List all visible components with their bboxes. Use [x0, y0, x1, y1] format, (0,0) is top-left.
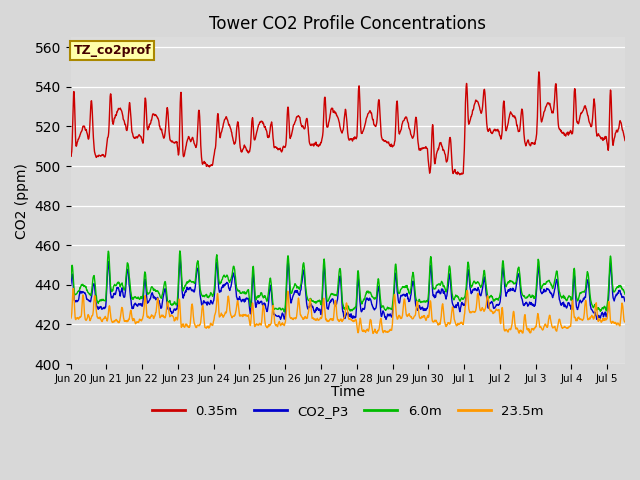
23.5m	[167, 312, 175, 318]
23.5m	[278, 322, 285, 327]
0.35m	[456, 172, 464, 178]
6.0m	[176, 248, 184, 254]
6.0m	[548, 285, 556, 290]
X-axis label: Time: Time	[331, 385, 365, 399]
CO2_P3	[548, 294, 556, 300]
6.0m	[278, 307, 285, 312]
CO2_P3	[177, 268, 185, 274]
CO2_P3	[176, 255, 184, 261]
0.35m	[227, 126, 234, 132]
6.0m	[487, 293, 495, 299]
Line: 0.35m: 0.35m	[70, 72, 625, 175]
Line: 23.5m: 23.5m	[70, 288, 625, 334]
CO2_P3	[382, 316, 390, 322]
23.5m	[548, 324, 556, 330]
0.35m	[277, 148, 285, 154]
23.5m	[369, 331, 377, 336]
Text: TZ_co2prof: TZ_co2prof	[74, 44, 151, 57]
23.5m	[487, 308, 495, 314]
Legend: 0.35m, CO2_P3, 6.0m, 23.5m: 0.35m, CO2_P3, 6.0m, 23.5m	[147, 399, 549, 423]
23.5m	[177, 321, 185, 327]
6.0m	[227, 276, 235, 282]
0.35m	[177, 92, 184, 97]
0.35m	[548, 109, 556, 115]
Y-axis label: CO2 (ppm): CO2 (ppm)	[15, 163, 29, 239]
6.0m	[166, 299, 174, 305]
6.0m	[67, 276, 74, 282]
23.5m	[227, 312, 235, 318]
0.35m	[621, 138, 629, 144]
Line: CO2_P3: CO2_P3	[70, 258, 625, 319]
CO2_P3	[67, 282, 74, 288]
CO2_P3	[487, 300, 495, 306]
6.0m	[280, 309, 288, 315]
23.5m	[67, 316, 74, 322]
6.0m	[177, 261, 185, 267]
0.35m	[486, 128, 494, 133]
0.35m	[166, 137, 174, 143]
CO2_P3	[227, 284, 235, 289]
23.5m	[69, 286, 77, 291]
CO2_P3	[166, 307, 174, 312]
0.35m	[67, 152, 74, 158]
6.0m	[621, 291, 629, 297]
0.35m	[535, 69, 543, 75]
Line: 6.0m: 6.0m	[70, 251, 625, 312]
CO2_P3	[621, 299, 629, 304]
CO2_P3	[278, 314, 285, 320]
Title: Tower CO2 Profile Concentrations: Tower CO2 Profile Concentrations	[209, 15, 486, 33]
23.5m	[621, 319, 629, 325]
